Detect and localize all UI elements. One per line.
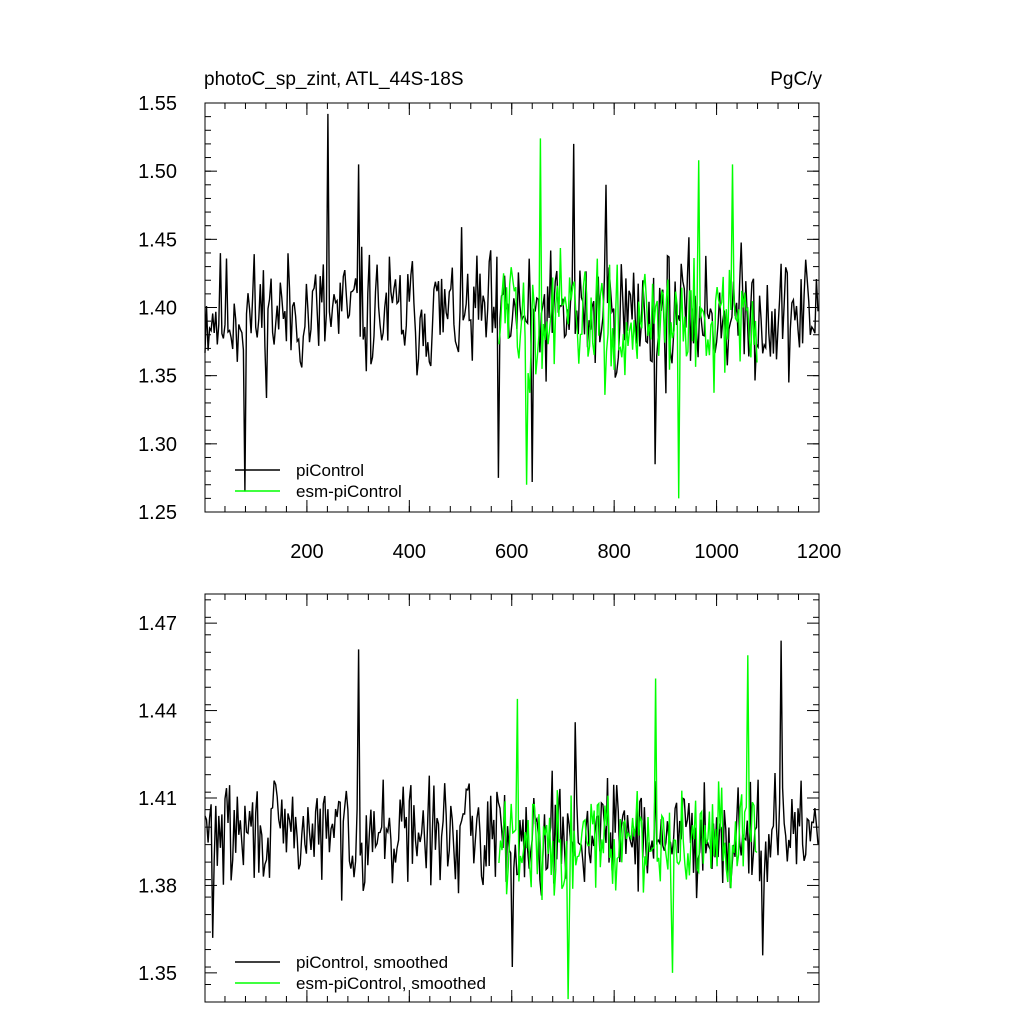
top-ytick-label: 1.45 [138,229,177,251]
top-ytick-label: 1.55 [138,93,177,115]
top-ytick-label: 1.30 [138,434,177,456]
bottom-panel: 1.35 1.38 1.41 1.44 1.47 piControl, smoothed… [138,593,820,1003]
top-ytick-label: 1.25 [138,502,177,524]
top-plot-frame [204,102,820,513]
bottom-ytick-label: 1.41 [138,788,177,810]
top-series-picontrol [204,113,819,492]
bottom-series-group [204,640,819,1000]
top-panel: photoC_sp_zint, ATL_44S-18S PgC/y 1.251.… [138,69,841,563]
top-xtick-label: 800 [597,541,630,563]
bottom-ytick-label: 1.44 [138,701,177,723]
top-xtick-label: 600 [495,541,528,563]
bottom-ytick-label: 1.47 [138,613,177,635]
top-legend-label-esm-picontrol: esm-piControl [296,482,402,501]
top-xtick-label: 400 [393,541,426,563]
top-panel-units: PgC/y [770,69,822,90]
top-series-esm-picontrol [498,138,758,499]
bottom-series-picontrol-smoothed [204,640,819,968]
top-xtick-label: 200 [290,541,323,563]
top-xtick-label: 1200 [797,541,842,563]
top-xtick-label: 1000 [694,541,739,563]
bottom-ytick-label: 1.38 [138,875,177,897]
bottom-axis-ticks: 1.35 1.38 1.41 1.44 1.47 [138,594,820,1003]
bottom-legend-label-picontrol-smoothed: piControl, smoothed [296,953,448,972]
top-ytick-label: 1.50 [138,161,177,183]
top-legend-label-picontrol: piControl [296,461,364,480]
top-panel-title: photoC_sp_zint, ATL_44S-18S [204,69,464,90]
top-legend: piControl esm-piControl [235,461,402,501]
top-ytick-label: 1.35 [138,366,177,388]
bottom-ytick-label: 1.35 [138,963,177,985]
bottom-series-esm-picontrol-smoothed [498,655,758,1000]
bottom-legend-label-esm-picontrol-smoothed: esm-piControl, smoothed [296,974,486,993]
top-series-group [204,113,819,499]
top-axis-ticks: 1.25 1.30 1.35 1.40 1.45 1.50 1.55 200 400 600 800… [138,93,841,563]
bottom-legend: piControl, smoothed esm-piControl, smoot… [235,953,486,993]
top-ytick-label: 1.40 [138,298,177,320]
